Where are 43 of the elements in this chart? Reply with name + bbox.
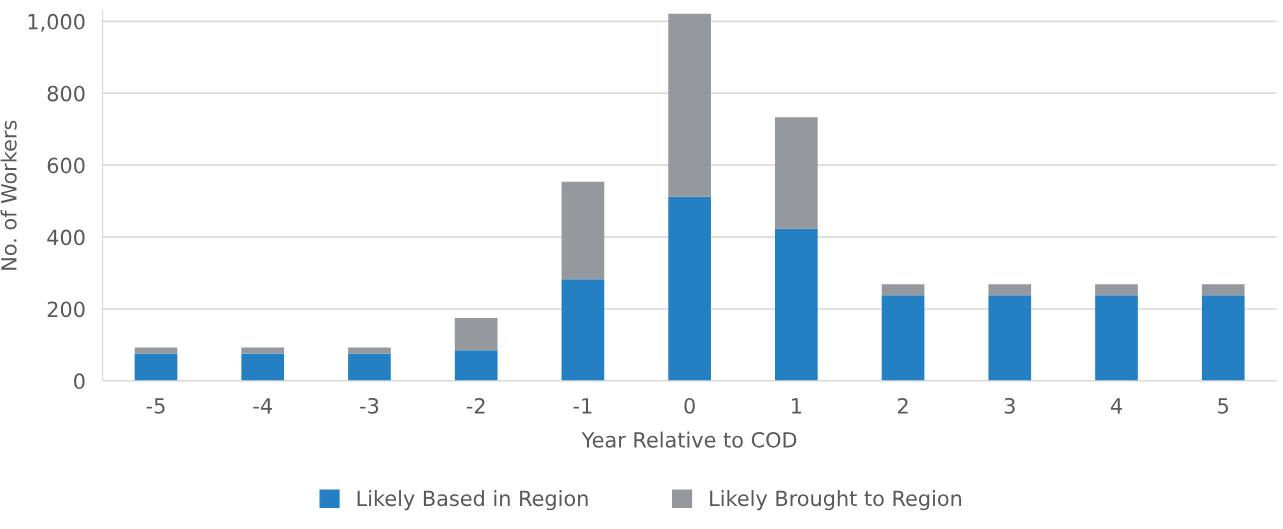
x-tick-label: 4: [1110, 398, 1122, 414]
bar: [881, 295, 925, 381]
x-tick-label: -4: [253, 398, 272, 414]
y-tick-label: 1,000: [28, 13, 85, 32]
x-tick-label: 3: [1004, 397, 1015, 414]
bar: [241, 347, 285, 354]
bar: [1095, 284, 1138, 296]
bar: [348, 353, 391, 381]
bar: [988, 284, 1032, 296]
bar: [454, 350, 498, 381]
x-tick-label: -2: [466, 397, 485, 414]
x-tick-label: 0: [684, 397, 695, 414]
bar: [988, 295, 1032, 381]
bar: [348, 347, 391, 354]
x-tick-label: -1: [573, 398, 592, 414]
bar: [774, 117, 818, 229]
y-tick-label: 400: [47, 229, 85, 246]
x-tick-label: -3: [360, 397, 379, 414]
x-tick-label: 1: [792, 398, 802, 414]
bar: [1095, 295, 1138, 381]
y-axis-title: No. of Workers: [0, 120, 17, 270]
bar: [1201, 284, 1245, 296]
y-tick-label: 200: [47, 301, 85, 318]
x-tick-label: 5: [1218, 398, 1229, 414]
bar: [134, 353, 178, 381]
bar: [668, 196, 711, 381]
bar: [561, 279, 605, 381]
bar: [454, 317, 498, 351]
x-axis-title: Year Relative to COD: [581, 431, 797, 448]
bar: [241, 353, 285, 381]
bar: [561, 181, 605, 280]
legend-label: Likely Brought to Region: [710, 490, 962, 511]
y-tick-label: 800: [47, 85, 85, 102]
legend-label: Likely Based in Region: [357, 490, 588, 511]
bar: [1201, 295, 1245, 381]
y-tick-label: 600: [47, 157, 85, 174]
bar: [774, 228, 818, 381]
bar: [881, 284, 925, 296]
x-tick-label: 2: [897, 397, 908, 414]
y-tick-label: 0: [74, 373, 85, 390]
bar: [134, 347, 178, 354]
x-tick-label: -5: [146, 398, 165, 414]
bar: [668, 13, 711, 197]
